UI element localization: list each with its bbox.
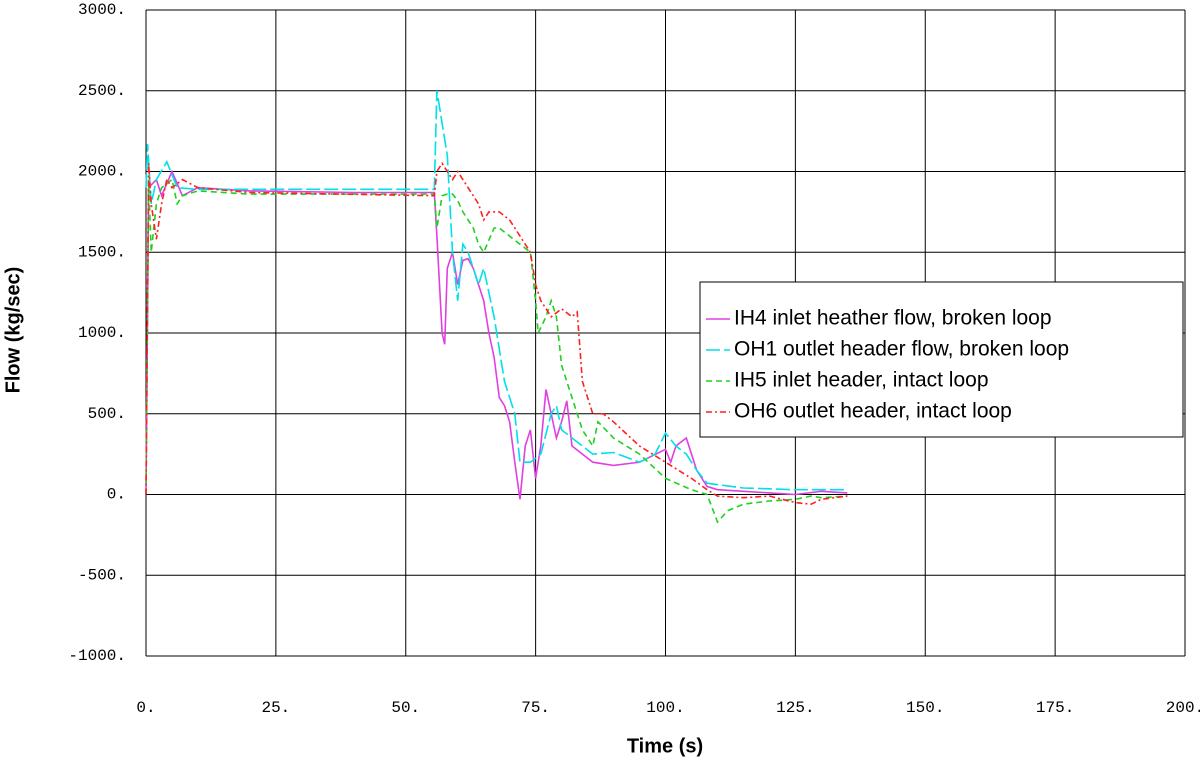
x-tick-label: 175. — [1036, 699, 1074, 717]
x-tick-label: 100. — [646, 699, 684, 717]
x-tick-label: 125. — [776, 699, 814, 717]
series-line — [145, 90, 848, 491]
y-tick-label: -1000. — [68, 647, 126, 665]
y-tick-label: -500. — [78, 566, 126, 584]
y-tick-label: 500. — [88, 405, 126, 423]
legend-label: IH4 inlet heather flow, broken loop — [734, 307, 1052, 330]
x-tick-label: 200. — [1166, 699, 1200, 717]
legend-label: OH1 outlet header flow, broken loop — [734, 338, 1069, 361]
y-tick-label: 2000. — [78, 163, 126, 181]
x-tick-label: 75. — [521, 699, 550, 717]
y-axis-title: Flow (kg/sec) — [2, 267, 24, 394]
legend: IH4 inlet heather flow, broken loop OH1 o… — [699, 281, 1184, 438]
x-tick-label: 50. — [391, 699, 420, 717]
y-tick-label: 2500. — [78, 82, 126, 100]
x-axis-title: Time (s) — [627, 735, 703, 757]
legend-box — [699, 281, 1184, 438]
y-tick-label: 0. — [107, 486, 126, 504]
x-tick-label: 0. — [136, 699, 155, 717]
x-tick-label: 150. — [906, 699, 944, 717]
y-tick-label: 1500. — [78, 243, 126, 261]
series-line — [145, 161, 848, 506]
legend-label: IH5 inlet header, intact loop — [734, 369, 989, 392]
legend-label: OH6 outlet header, intact loop — [734, 400, 1012, 423]
series-line — [145, 169, 848, 500]
y-tick-label: 1000. — [78, 324, 126, 342]
y-tick-label: 3000. — [78, 1, 126, 19]
x-tick-label: 25. — [261, 699, 290, 717]
series-line — [145, 178, 848, 524]
